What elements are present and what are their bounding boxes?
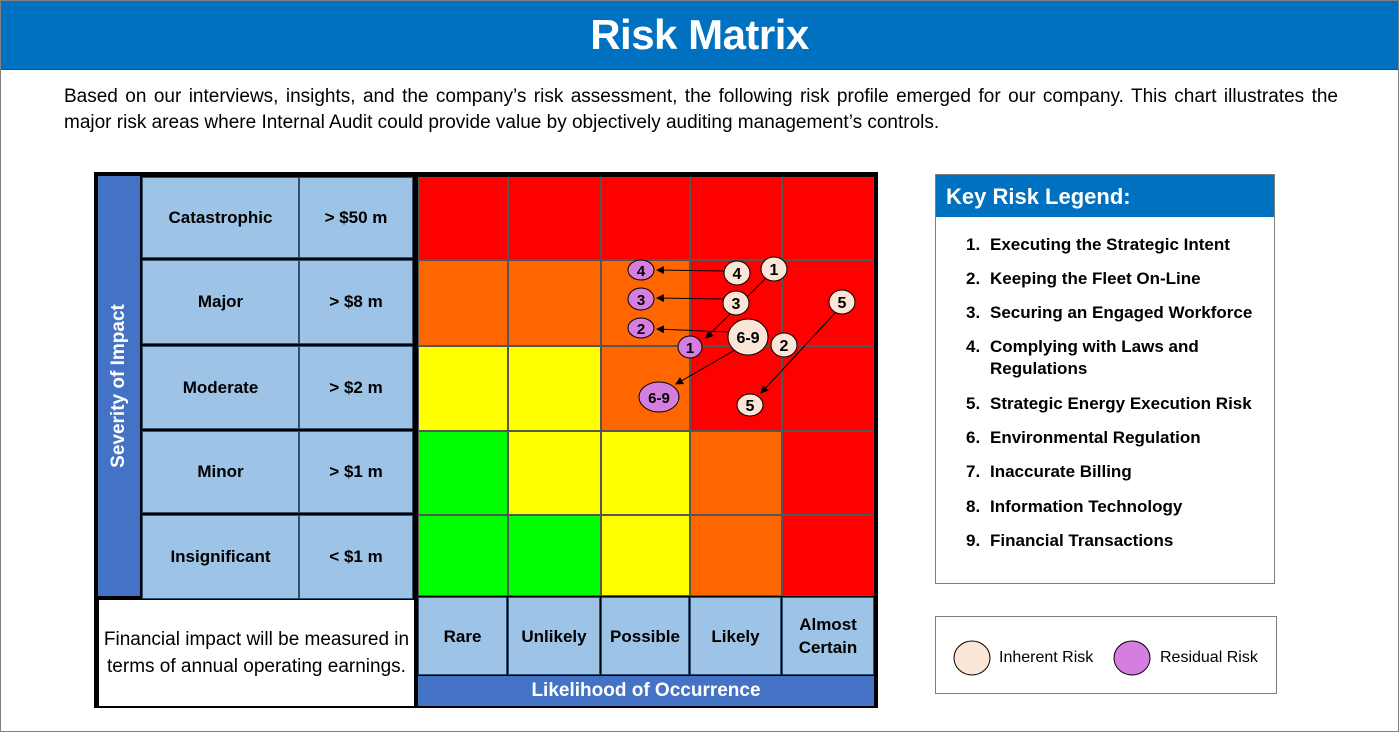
residual-bubble-3: 3 — [628, 288, 654, 310]
svg-text:6-9: 6-9 — [736, 330, 759, 347]
svg-text:1: 1 — [686, 340, 694, 357]
arrow-risk-4 — [657, 270, 725, 271]
svg-text:3: 3 — [732, 296, 741, 313]
arrow-risk-2 — [657, 329, 728, 332]
inherent-risk-swatch — [952, 638, 992, 678]
inherent-bubble-4: 4 — [724, 261, 750, 285]
residual-risk-label: Residual Risk — [1160, 649, 1258, 667]
arrow-risk-5 — [761, 313, 835, 393]
svg-text:4: 4 — [733, 266, 742, 283]
svg-text:6-9: 6-9 — [648, 390, 670, 407]
svg-text:2: 2 — [780, 338, 789, 355]
inherent-bubble-6-9: 6-9 — [728, 319, 768, 355]
arrow-risk-3 — [657, 298, 724, 299]
inherent-risk-label: Inherent Risk — [999, 649, 1093, 667]
residual-bubble-4: 4 — [628, 260, 654, 280]
svg-text:2: 2 — [637, 321, 645, 338]
svg-text:5: 5 — [746, 398, 755, 415]
inherent-bubble-3: 3 — [723, 291, 749, 315]
svg-text:4: 4 — [637, 263, 646, 280]
svg-text:1: 1 — [770, 262, 779, 279]
legend-title: Key Risk Legend: — [936, 175, 1274, 217]
svg-text:3: 3 — [637, 292, 645, 309]
residual-bubble-6-9: 6-9 — [639, 382, 679, 412]
residual-bubble-2: 2 — [628, 318, 654, 338]
inherent-bubble-5a: 5 — [829, 290, 855, 314]
residual-bubble-1: 1 — [678, 336, 702, 358]
inherent-bubble-2: 2 — [771, 333, 797, 357]
residual-risk-swatch — [1112, 638, 1152, 678]
inherent-bubble-5b: 5 — [737, 394, 763, 416]
inherent-bubble-1: 1 — [761, 257, 787, 281]
svg-text:5: 5 — [838, 295, 847, 312]
